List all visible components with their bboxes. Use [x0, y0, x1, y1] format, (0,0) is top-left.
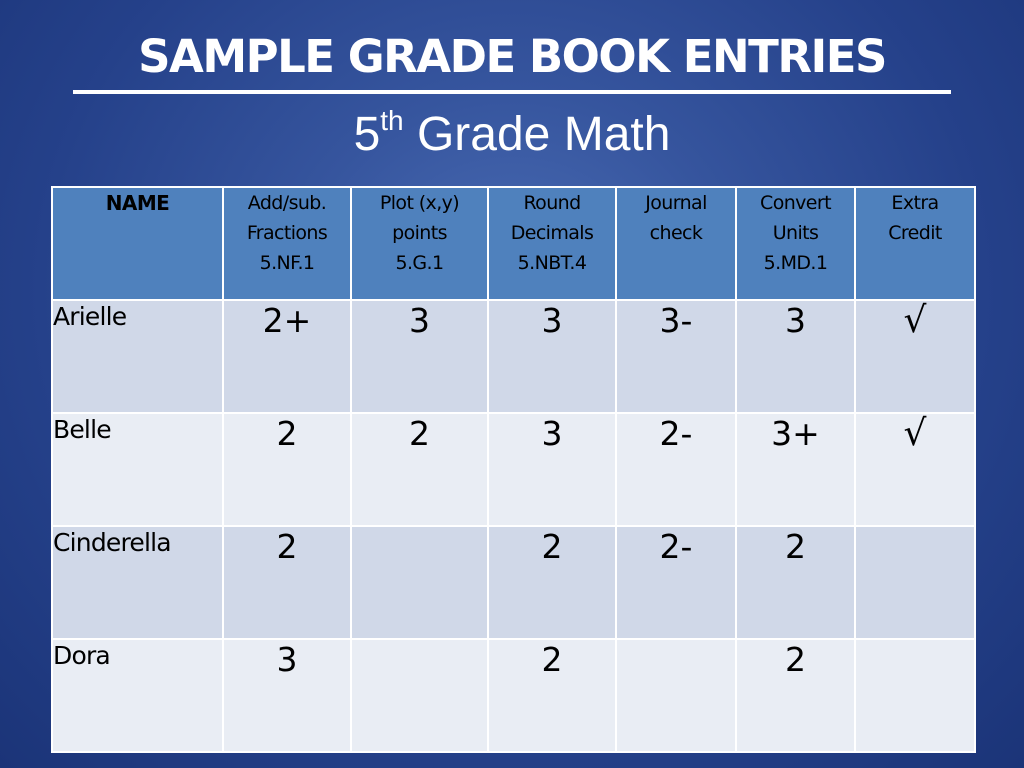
table-row: Belle 2 2 3 2- 3+ √	[51, 412, 976, 527]
grade-cell: 2	[222, 412, 352, 527]
grade-cell	[350, 638, 489, 753]
grade-cell: 2+	[222, 299, 352, 414]
header-line: points	[392, 222, 447, 244]
slide-title: SAMPLE GRADE BOOK ENTRIES	[138, 30, 887, 83]
grade-cell: 3	[222, 638, 352, 753]
header-line: Plot (x,y)	[379, 192, 460, 214]
title-underline	[73, 90, 951, 94]
extra-credit-check	[854, 638, 976, 753]
table-row: Cinderella 2 2 2- 2	[51, 525, 976, 640]
grade-cell: 2	[735, 638, 856, 753]
table-row: Dora 3 2 2	[51, 638, 976, 753]
column-header-extra-credit: Extra Credit	[854, 186, 976, 301]
grade-cell: 2	[222, 525, 352, 640]
header-line: 5.NBT.4	[517, 252, 587, 274]
header-line: NAME	[105, 191, 170, 215]
slide-subtitle: 5th Grade Math	[0, 104, 1024, 166]
subtitle-text: Grade Math	[403, 108, 671, 161]
grade-cell: 3	[487, 299, 617, 414]
header-line: Journal	[645, 192, 707, 214]
grade-cell	[615, 638, 737, 753]
grade-cell: 2	[735, 525, 856, 640]
column-header-convert-units: Convert Units 5.MD.1	[735, 186, 856, 301]
student-name: Dora	[51, 638, 224, 753]
grade-cell: 3+	[735, 412, 856, 527]
column-header-round-decimals: Round Decimals 5.NBT.4	[487, 186, 617, 301]
grade-cell: 2	[487, 525, 617, 640]
grade-cell	[350, 525, 489, 640]
grade-cell: 3	[350, 299, 489, 414]
grade-cell: 3	[487, 412, 617, 527]
header-line: Credit	[888, 222, 942, 244]
grade-cell: 3	[735, 299, 856, 414]
header-line: Decimals	[510, 222, 594, 244]
subtitle-ordinal-suffix: th	[380, 105, 404, 136]
header-line: 5.MD.1	[763, 252, 828, 274]
column-header-add-sub-fractions: Add/sub. Fractions 5.NF.1	[222, 186, 352, 301]
extra-credit-check: √	[854, 412, 976, 527]
header-line: Units	[772, 222, 819, 244]
header-line: Round	[523, 192, 581, 214]
header-line: 5.G.1	[395, 252, 445, 274]
header-line: check	[649, 222, 703, 244]
header-line: 5.NF.1	[259, 252, 315, 274]
column-header-plot-points: Plot (x,y) points 5.G.1	[350, 186, 489, 301]
grade-cell: 2	[487, 638, 617, 753]
header-line: Convert	[760, 192, 832, 214]
student-name: Cinderella	[51, 525, 224, 640]
subtitle-grade-number: 5	[353, 108, 381, 161]
extra-credit-check: √	[854, 299, 976, 414]
grade-book-table: NAME Add/sub. Fractions 5.NF.1 Plot (x,y…	[51, 186, 976, 753]
table-header-row: NAME Add/sub. Fractions 5.NF.1 Plot (x,y…	[51, 186, 976, 301]
grade-cell: 2-	[615, 412, 737, 527]
grade-cell: 2-	[615, 525, 737, 640]
student-name: Arielle	[51, 299, 224, 414]
header-line: Fractions	[246, 222, 328, 244]
column-header-journal-check: Journal check	[615, 186, 737, 301]
grade-cell: 3-	[615, 299, 737, 414]
student-name: Belle	[51, 412, 224, 527]
extra-credit-check	[854, 525, 976, 640]
header-line: Extra	[891, 192, 939, 214]
column-header-name: NAME	[51, 186, 224, 301]
grade-cell: 2	[350, 412, 489, 527]
table-row: Arielle 2+ 3 3 3- 3 √	[51, 299, 976, 414]
header-line: Add/sub.	[247, 192, 327, 214]
